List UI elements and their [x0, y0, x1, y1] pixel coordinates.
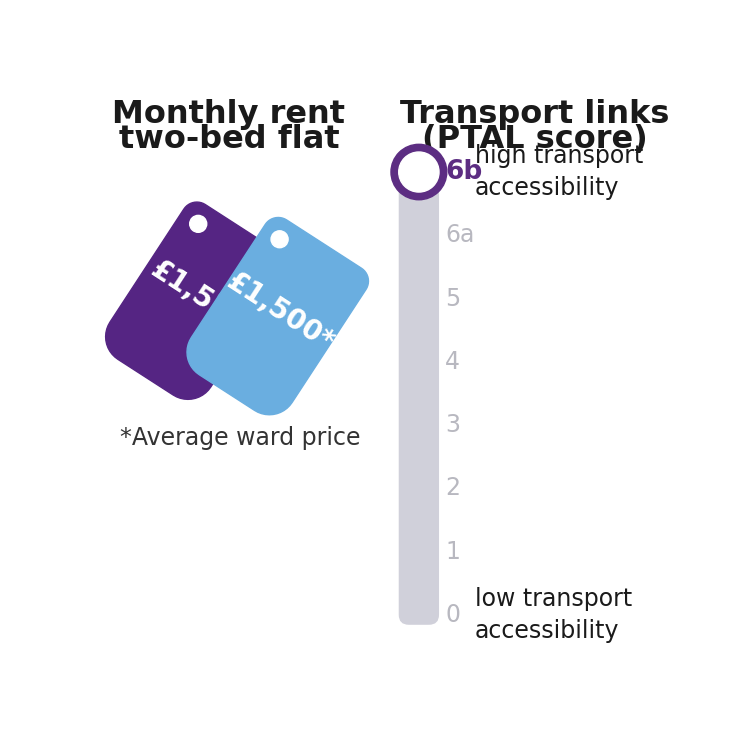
Text: 0: 0 — [445, 603, 460, 627]
Circle shape — [190, 215, 207, 232]
Text: low transport
accessibility: low transport accessibility — [474, 587, 632, 642]
Circle shape — [271, 231, 288, 248]
Text: 1: 1 — [445, 539, 460, 563]
Text: (PTAL score): (PTAL score) — [422, 123, 648, 155]
Text: 6b: 6b — [445, 159, 483, 185]
Text: 6a: 6a — [445, 223, 474, 247]
Text: two-bed flat: two-bed flat — [119, 123, 339, 155]
Text: 5: 5 — [445, 287, 460, 311]
Text: 3: 3 — [445, 413, 460, 437]
Polygon shape — [105, 202, 287, 400]
Circle shape — [391, 144, 447, 199]
FancyBboxPatch shape — [399, 162, 439, 624]
Text: Transport links: Transport links — [400, 99, 670, 130]
Text: £1,575: £1,575 — [146, 255, 251, 338]
Polygon shape — [187, 217, 368, 415]
Text: 4: 4 — [445, 350, 460, 374]
Text: Monthly rent: Monthly rent — [113, 99, 346, 130]
Text: *Average ward price: *Average ward price — [120, 426, 361, 450]
Text: high transport
accessibility: high transport accessibility — [474, 144, 643, 200]
Text: 2: 2 — [445, 477, 460, 500]
Circle shape — [399, 152, 439, 192]
Text: £1,500*: £1,500* — [221, 267, 338, 357]
